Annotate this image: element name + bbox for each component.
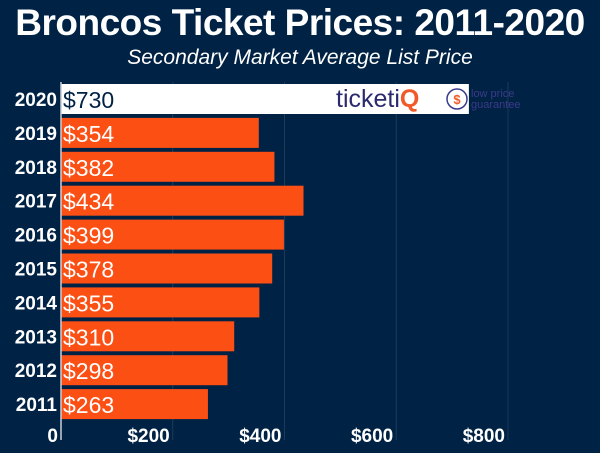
bar-2011 — [61, 389, 208, 420]
category-label: 2015 — [15, 260, 58, 281]
bar-2020 — [61, 84, 469, 114]
bar-2012 — [61, 355, 228, 386]
bar-2019 — [61, 117, 259, 148]
category-label: 2018 — [15, 158, 57, 179]
chart-subtitle: Secondary Market Average List Price — [127, 46, 473, 69]
category-label: 2013 — [15, 327, 57, 348]
data-label: $434 — [63, 189, 114, 215]
data-label: $378 — [63, 257, 114, 283]
logo-tagline: low price — [471, 88, 514, 100]
category-label: 2019 — [15, 124, 57, 145]
bar-2017 — [61, 185, 304, 216]
shield-icon — [446, 88, 468, 110]
data-label: $263 — [63, 392, 114, 418]
category-label: 2017 — [15, 192, 57, 213]
logo-tagline: guarantee — [471, 99, 521, 111]
data-label: $399 — [63, 223, 114, 249]
logo-wordmark: ticketiQ — [336, 85, 419, 113]
dollar-icon: $ — [453, 92, 461, 107]
data-label: $730 — [63, 87, 114, 113]
bar-2015 — [61, 253, 273, 284]
data-label: $310 — [63, 324, 114, 350]
x-tick-label: $800 — [463, 426, 505, 447]
data-label: $354 — [63, 121, 114, 147]
category-label: 2012 — [15, 361, 57, 382]
category-label: 2011 — [16, 395, 58, 416]
bar-2014 — [61, 287, 260, 318]
data-label: $298 — [63, 358, 114, 384]
data-label: $382 — [63, 155, 114, 181]
bar-2013 — [61, 321, 235, 352]
x-tick-label: $600 — [351, 426, 393, 447]
chart-title: Broncos Ticket Prices: 2011-2020 — [15, 2, 585, 43]
x-tick-label: $200 — [127, 426, 169, 447]
data-label: $355 — [63, 290, 114, 316]
x-tick-label: 0 — [47, 426, 58, 447]
x-tick-label: $400 — [239, 426, 281, 447]
bar-2018 — [61, 151, 275, 182]
category-label: 2014 — [15, 293, 58, 314]
category-label: 2020 — [15, 90, 57, 111]
category-label: 2016 — [15, 226, 57, 247]
bar-2016 — [61, 219, 284, 250]
